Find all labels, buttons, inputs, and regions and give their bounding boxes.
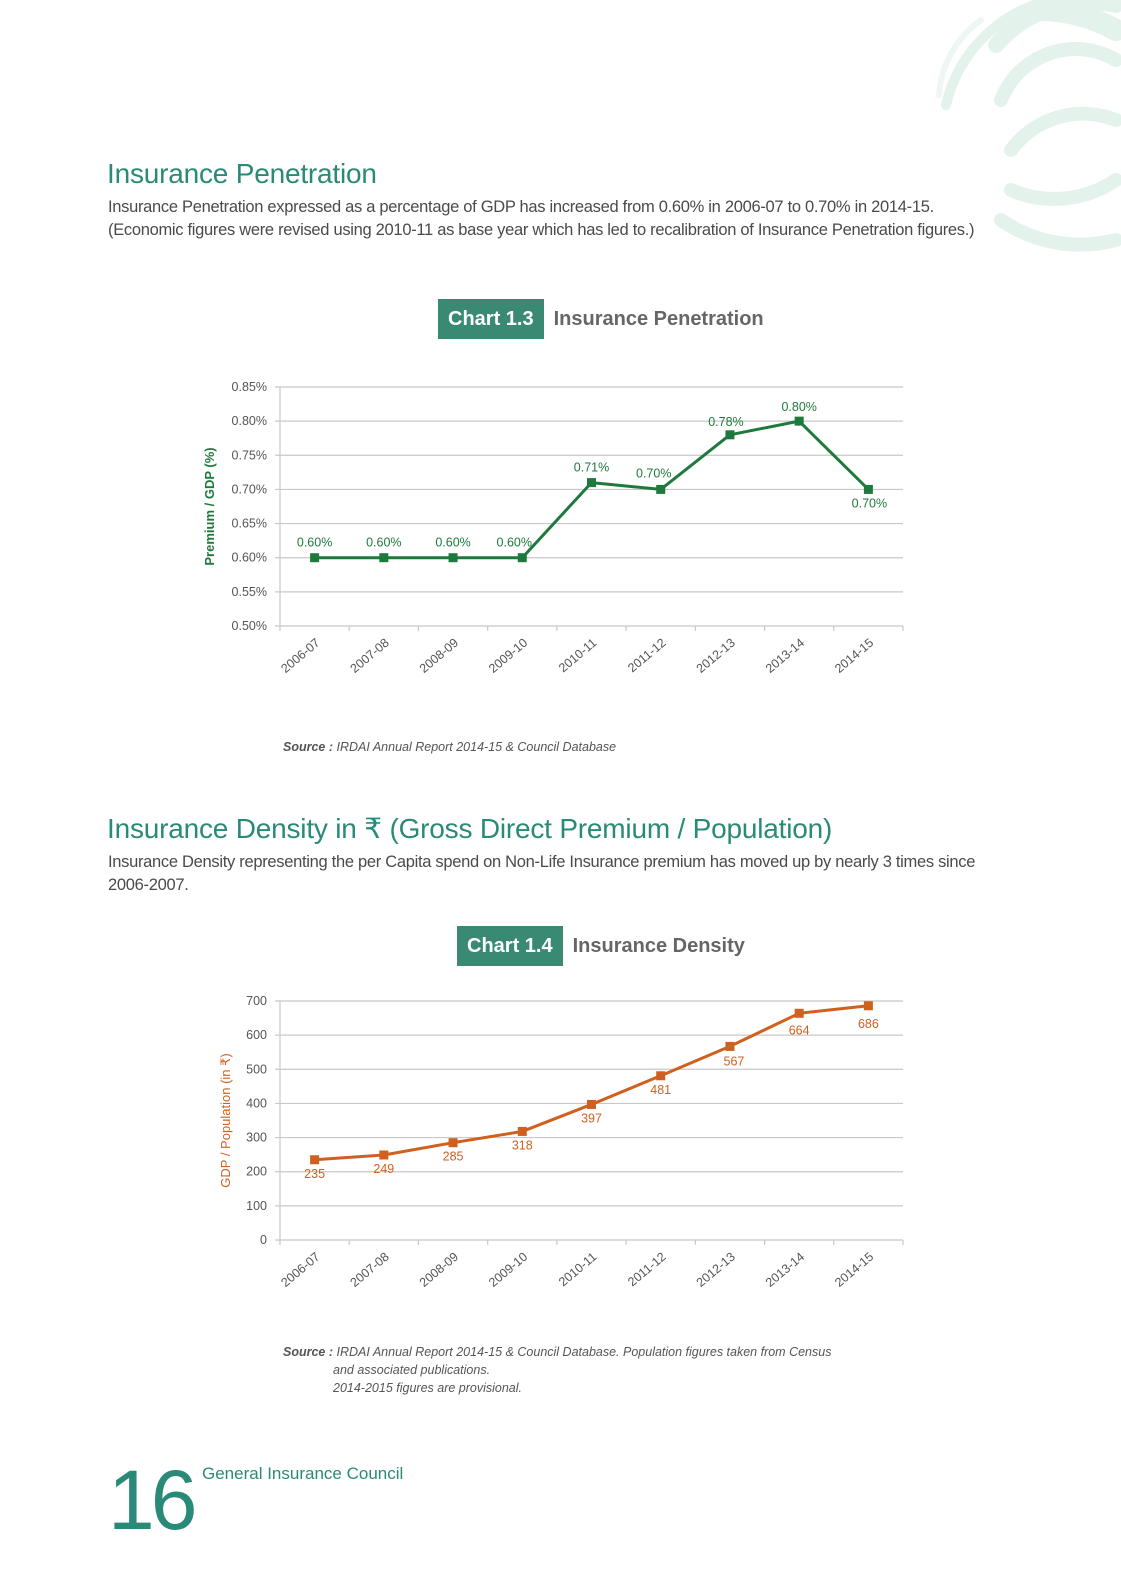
data-point (310, 553, 320, 563)
y-tick-label: 500 (246, 1062, 267, 1076)
density-chart: 0 100 200 300 400 500 600 700 2006-07 2007-08 2008… (218, 994, 904, 1290)
y-tick-label: 0.65% (232, 517, 267, 531)
chart-heading-2: Chart 1.4 Insurance Density (457, 926, 745, 966)
chart-title: Insurance Penetration (553, 307, 764, 330)
data-label: 686 (858, 1017, 879, 1031)
chart-badge: Chart 1.4 (457, 926, 563, 966)
section-text-penetration: Insurance Penetration expressed as a per… (108, 198, 975, 239)
y-tick-label: 0 (260, 1233, 267, 1247)
data-point (794, 416, 804, 426)
y-tick-label: 100 (246, 1199, 267, 1213)
data-point (725, 1041, 735, 1051)
source-label: Source : (283, 740, 334, 754)
x-tick-label: 2006-07 (278, 1250, 322, 1290)
chart-title: Insurance Density (572, 934, 745, 957)
source-note-2: Source : IRDAI Annual Report 2014-15 & C… (283, 1343, 831, 1397)
x-tick-label: 2011-12 (625, 636, 668, 676)
chart-heading-1: Chart 1.3 Insurance Penetration (438, 299, 764, 339)
x-tick-label: 2007-08 (348, 1250, 392, 1290)
y-tick-label: 700 (246, 994, 267, 1008)
data-label: 0.60% (435, 536, 470, 550)
data-point (794, 1008, 804, 1018)
data-point (587, 478, 596, 488)
series-line (314, 1004, 869, 1162)
x-tick-label: 2011-12 (625, 1250, 668, 1290)
data-label: 397 (581, 1111, 602, 1125)
section-text-density: Insurance Density representing the per C… (108, 853, 976, 894)
source-text: IRDAI Annual Report 2014-15 & Council Da… (336, 740, 617, 754)
page-number: 16 (108, 1453, 197, 1547)
data-label: 0.60% (497, 536, 532, 550)
source-text-line3: 2014-2015 figures are provisional. (333, 1381, 523, 1395)
data-label: 0.60% (366, 536, 401, 550)
y-tick-label: 600 (246, 1028, 267, 1042)
data-point (656, 484, 666, 494)
y-tick-label: 400 (246, 1096, 267, 1110)
data-point (448, 553, 458, 563)
data-label: 481 (650, 1083, 671, 1097)
x-tick-label: 2008-09 (417, 636, 461, 676)
x-tick-label: 2007-08 (348, 636, 392, 676)
y-tick-label: 0.70% (232, 482, 267, 496)
y-tick-label: 0.75% (232, 448, 267, 462)
x-tick-label: 2010-11 (556, 636, 599, 676)
data-label: 664 (789, 1023, 810, 1037)
data-label: 0.71% (574, 461, 609, 475)
data-point (379, 553, 389, 563)
data-point (379, 1150, 389, 1160)
x-tick-label: 2008-09 (417, 1250, 461, 1290)
y-tick-label: 0.55% (232, 585, 267, 599)
y-tick-label: 0.50% (232, 619, 267, 633)
data-point (656, 1071, 666, 1081)
data-label: 285 (443, 1150, 464, 1164)
x-tick-label: 2010-11 (556, 1250, 599, 1290)
data-label: 0.78% (708, 415, 743, 429)
footer-title: General Insurance Council (202, 1464, 404, 1483)
data-point (517, 1126, 527, 1136)
data-label: 0.70% (636, 466, 671, 480)
penetration-chart: 0.50% 0.55% 0.60% 0.65% 0.70% 0.75% 0.80% 0.85%… (202, 380, 904, 676)
x-tick-label: 2009-10 (486, 636, 530, 676)
x-tick-label: 2013-14 (763, 1250, 807, 1290)
x-tick-label: 2013-14 (763, 636, 807, 676)
x-tick-label: 2009-10 (486, 1250, 530, 1290)
data-label: 567 (724, 1054, 745, 1068)
data-point (587, 1099, 596, 1109)
section-title-penetration: Insurance Penetration (107, 158, 377, 189)
y-tick-label: 300 (246, 1131, 267, 1145)
data-label: 0.80% (781, 400, 816, 414)
source-note-1: Source : IRDAI Annual Report 2014-15 & C… (283, 738, 616, 756)
data-label: 318 (512, 1138, 533, 1152)
y-tick-label: 0.80% (232, 414, 267, 428)
data-point (863, 484, 873, 494)
y-tick-label: 0.85% (232, 380, 267, 394)
data-label: 0.70% (852, 496, 887, 510)
data-point (725, 430, 735, 440)
x-tick-label: 2006-07 (278, 636, 322, 676)
x-tick-label: 2012-13 (694, 1250, 738, 1290)
data-point (448, 1138, 458, 1148)
y-axis-label: Premium / GDP (%) (202, 447, 217, 565)
section-title-density: Insurance Density in ₹ (Gross Direct Pre… (107, 813, 833, 844)
data-point (517, 553, 527, 563)
x-tick-label: 2014-15 (832, 636, 876, 676)
y-tick-label: 200 (246, 1165, 267, 1179)
x-tick-label: 2014-15 (832, 1250, 876, 1290)
data-point (863, 1001, 873, 1011)
y-axis-label: GDP / Population (in ₹) (218, 1053, 233, 1187)
data-label: 235 (304, 1167, 325, 1181)
source-text-line2: and associated publications. (333, 1363, 491, 1377)
data-point (310, 1155, 320, 1165)
data-label: 249 (373, 1162, 394, 1176)
decorative-arcs (936, 0, 1121, 252)
chart-badge: Chart 1.3 (438, 299, 544, 339)
source-label: Source : (283, 1345, 334, 1359)
x-tick-label: 2012-13 (694, 636, 738, 676)
source-text: IRDAI Annual Report 2014-15 & Council Da… (336, 1345, 832, 1359)
data-label: 0.60% (297, 536, 332, 550)
y-tick-label: 0.60% (232, 551, 267, 565)
